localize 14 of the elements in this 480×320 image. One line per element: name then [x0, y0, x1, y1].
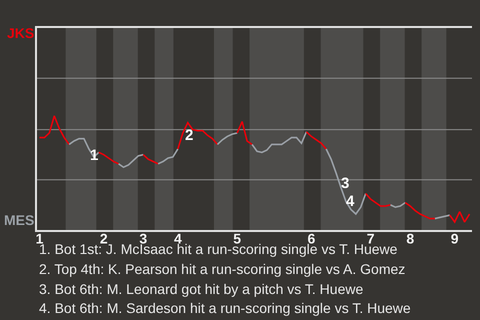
annotation: 3	[341, 175, 350, 192]
x-tick-label: 7	[366, 230, 375, 247]
x-tick-label: 8	[406, 230, 414, 247]
text: 3. Bot 6th: M. Leonard got hit by a pitch vs T. Huewe	[39, 281, 364, 297]
text: MES	[4, 212, 34, 228]
text: 4. Bot 6th: M. Sardeson hit a run-scoring single vs T. Huewe	[39, 300, 411, 316]
annotation: 4	[346, 193, 355, 210]
x-tick-label: 9	[450, 230, 459, 247]
text: 2. Top 4th: K. Pearson hit a run-scoring single vs A. Gomez	[39, 261, 406, 277]
x-tick-label: 5	[233, 230, 242, 247]
annotation: 2	[185, 127, 194, 144]
text: JKS	[7, 25, 34, 41]
x-tick-label: 2	[100, 230, 108, 247]
annotation: 1	[90, 147, 98, 164]
